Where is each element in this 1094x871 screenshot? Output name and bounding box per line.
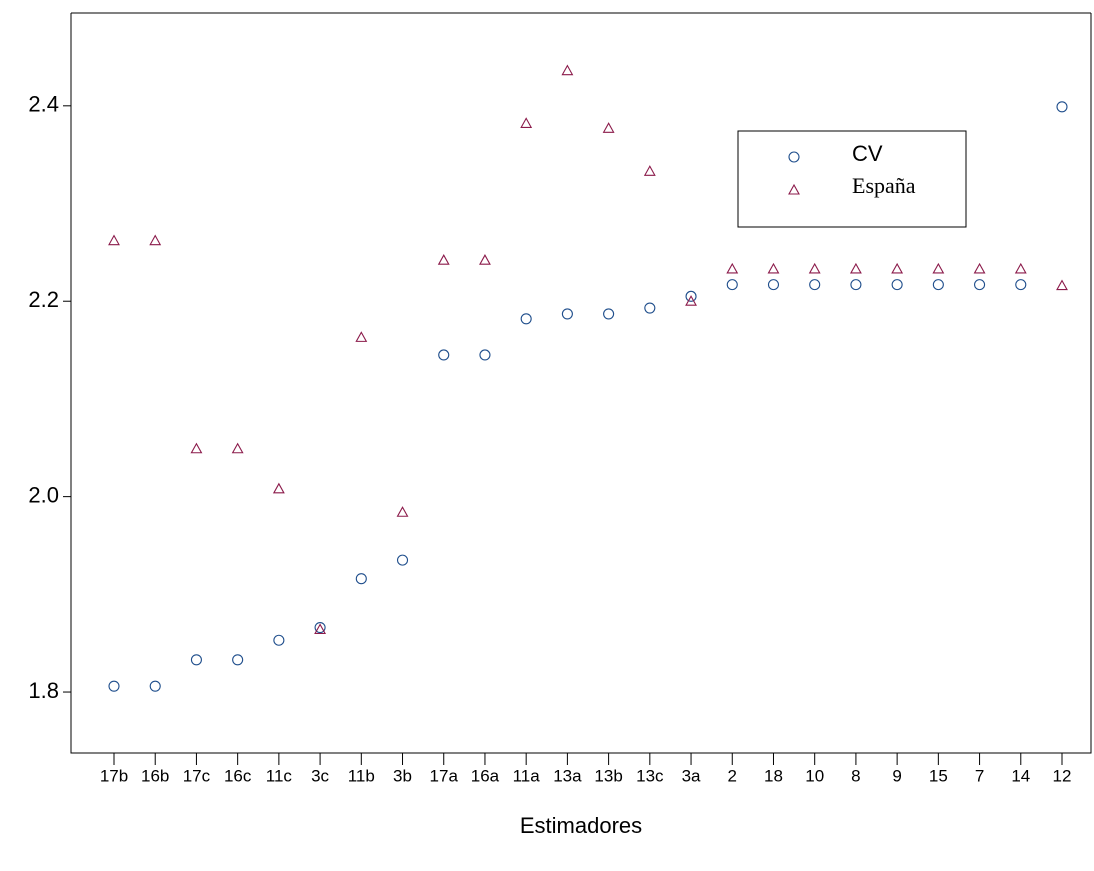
x-tick-label: 17a — [430, 766, 459, 785]
x-tick-label: 13b — [594, 766, 622, 785]
point — [891, 262, 904, 274]
point — [272, 482, 285, 494]
point — [726, 262, 739, 274]
point — [1014, 262, 1027, 274]
point — [685, 295, 697, 306]
point — [190, 654, 202, 666]
point — [149, 234, 162, 246]
point — [1015, 279, 1027, 291]
point — [479, 349, 491, 361]
x-tick-label: 13c — [636, 766, 664, 785]
legend-label: España — [852, 173, 916, 198]
point — [314, 623, 327, 635]
x-tick-label: 16c — [224, 766, 252, 785]
point — [108, 680, 120, 692]
point — [602, 122, 615, 133]
point — [396, 506, 409, 517]
point — [355, 331, 368, 342]
point — [396, 554, 409, 566]
x-tick-label: 16a — [471, 766, 500, 785]
y-tick-label: 2.0 — [28, 482, 59, 507]
legend-box — [737, 130, 967, 228]
point — [355, 573, 367, 585]
y-tick-label: 2.2 — [28, 287, 59, 312]
point — [108, 234, 120, 246]
plot-frame — [70, 12, 1092, 754]
legend-marker — [788, 151, 800, 163]
point — [149, 680, 161, 692]
y-tick-label: 2.4 — [28, 92, 59, 117]
x-tick-label: 17c — [183, 766, 211, 785]
point — [437, 254, 450, 265]
x-tick-label: 15 — [929, 766, 948, 785]
point — [561, 308, 573, 320]
x-tick-label: 3a — [682, 766, 701, 785]
point — [1056, 279, 1068, 291]
x-tick-label: 11a — [513, 766, 541, 785]
point — [685, 290, 697, 302]
point — [974, 279, 986, 291]
y-tick-label: 1.8 — [28, 678, 59, 703]
x-tick-label: 11c — [266, 766, 293, 785]
point — [1056, 101, 1068, 113]
point — [520, 313, 532, 325]
point — [520, 117, 533, 128]
point — [273, 634, 285, 646]
point — [231, 442, 244, 454]
point — [932, 262, 945, 274]
point — [973, 262, 986, 274]
x-tick-label: 18 — [764, 766, 783, 785]
x-tick-label: 7 — [975, 766, 984, 785]
point — [932, 279, 944, 291]
point — [314, 621, 326, 634]
x-tick-label: 10 — [805, 766, 824, 785]
x-tick-label: 16b — [141, 766, 169, 785]
point — [809, 279, 821, 291]
point — [561, 64, 574, 76]
point — [479, 254, 491, 265]
point — [643, 165, 656, 176]
x-tick-label: 3b — [393, 766, 412, 785]
x-tick-label: 8 — [851, 766, 860, 785]
point — [850, 279, 862, 291]
point — [190, 442, 203, 454]
x-tick-label: 3c — [311, 766, 329, 785]
x-axis-label: Estimadores — [520, 813, 642, 838]
point — [808, 262, 821, 274]
x-tick-label: 17b — [100, 766, 128, 785]
point — [849, 262, 862, 274]
legend-marker — [788, 183, 800, 195]
legend-label: CV — [852, 141, 883, 166]
x-tick-label: 11b — [348, 766, 375, 785]
point — [767, 279, 780, 291]
x-tick-label: 12 — [1053, 766, 1072, 785]
x-tick-label: 9 — [892, 766, 901, 785]
x-tick-label: 13a — [553, 766, 582, 785]
point — [232, 654, 244, 666]
x-tick-label: 2 — [728, 766, 737, 785]
point — [438, 349, 450, 361]
point — [603, 308, 615, 320]
point — [891, 279, 903, 291]
point — [644, 302, 656, 314]
point — [767, 262, 780, 274]
x-tick-label: 14 — [1011, 766, 1030, 785]
point — [726, 279, 738, 291]
